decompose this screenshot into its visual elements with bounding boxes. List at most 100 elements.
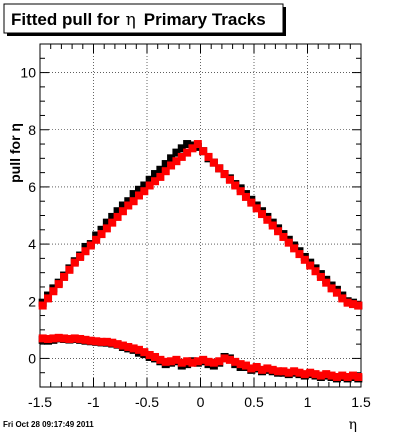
lower-red-marker xyxy=(172,355,181,364)
upper-black-marker xyxy=(129,190,138,199)
lower-red-marker xyxy=(316,371,325,380)
y-tick-label: 2 xyxy=(28,293,36,309)
chart-title: Fitted pull for η Primary Tracks xyxy=(11,10,266,30)
lower-red-marker xyxy=(220,354,229,363)
upper-black-marker xyxy=(156,165,165,174)
upper-black-marker xyxy=(81,242,90,251)
lower-red-marker xyxy=(306,368,315,377)
upper-red-marker xyxy=(134,191,143,200)
lower-red-marker xyxy=(44,334,53,343)
lower-red-marker xyxy=(290,367,299,376)
upper-red-marker xyxy=(161,167,170,176)
upper-red-marker xyxy=(167,161,176,170)
lower-red-marker xyxy=(263,364,272,373)
upper-red-marker xyxy=(225,175,234,184)
upper-black-marker xyxy=(113,207,122,216)
upper-red-marker xyxy=(193,140,202,149)
lower-red-marker xyxy=(284,368,293,377)
upper-red-marker xyxy=(300,255,309,264)
upper-red-marker xyxy=(118,207,127,216)
upper-red-marker xyxy=(215,164,224,173)
lower-red-marker xyxy=(161,357,170,366)
lower-red-marker xyxy=(258,365,267,374)
upper-black-marker xyxy=(151,170,160,179)
upper-red-marker xyxy=(327,284,336,293)
lower-red-marker xyxy=(65,334,74,343)
upper-red-marker xyxy=(338,294,347,303)
data-points xyxy=(38,140,363,383)
upper-red-marker xyxy=(231,181,240,190)
upper-black-marker xyxy=(118,201,127,210)
lower-red-marker xyxy=(204,357,213,366)
y-tick-labels: 0 2 4 6 8 10 xyxy=(20,65,36,367)
upper-red-marker xyxy=(268,221,277,230)
chart-title-symbol: η xyxy=(126,10,136,30)
upper-black-marker xyxy=(167,154,176,163)
lower-red-marker xyxy=(140,348,149,357)
lower-red-marker xyxy=(167,357,176,366)
upper-red-marker xyxy=(70,258,79,267)
y-tick-label: 8 xyxy=(28,122,36,138)
upper-red-marker xyxy=(86,241,95,250)
upper-red-marker xyxy=(343,298,352,307)
lower-red-marker xyxy=(102,337,111,346)
lower-red-marker xyxy=(354,372,363,381)
upper-red-marker xyxy=(311,267,320,276)
lower-red-marker xyxy=(134,345,143,354)
timestamp-text: Fri Oct 28 09:17:49 2011 xyxy=(3,420,94,429)
lower-red-marker xyxy=(348,371,357,380)
lower-red-marker xyxy=(252,362,261,371)
upper-red-marker xyxy=(188,144,197,153)
x-tick-label: -0.5 xyxy=(135,394,159,410)
lower-red-marker xyxy=(279,367,288,376)
lower-red-marker xyxy=(183,357,192,366)
upper-red-marker xyxy=(316,272,325,281)
upper-red-marker xyxy=(290,244,299,253)
upper-red-marker xyxy=(332,288,341,297)
x-tick-label: -1.5 xyxy=(28,394,52,410)
upper-red-marker xyxy=(60,272,69,281)
upper-red-marker xyxy=(306,261,315,270)
upper-red-marker xyxy=(54,280,63,289)
upper-black-marker xyxy=(145,175,154,184)
upper-black-marker xyxy=(140,181,149,190)
upper-black-marker xyxy=(134,185,143,194)
lower-red-marker xyxy=(231,357,240,366)
upper-red-marker xyxy=(199,147,208,156)
grid-lines xyxy=(40,44,361,387)
upper-black-marker xyxy=(172,148,181,157)
lower-red-marker xyxy=(60,334,69,343)
upper-black-marker xyxy=(183,140,192,149)
lower-red-marker xyxy=(241,361,250,370)
upper-red-marker xyxy=(204,152,213,161)
upper-red-marker xyxy=(76,252,85,261)
upper-red-marker xyxy=(209,158,218,167)
x-tick-label: 0.5 xyxy=(244,394,264,410)
upper-black-marker xyxy=(177,144,186,153)
lower-red-marker xyxy=(300,370,309,379)
lower-red-marker xyxy=(311,370,320,379)
chart-title-shadow-bottom xyxy=(7,33,286,36)
x-axis-label: η xyxy=(349,417,357,433)
upper-red-marker xyxy=(274,227,283,236)
lower-red-marker xyxy=(145,350,154,359)
upper-red-marker xyxy=(183,148,192,157)
chart-title-shadow-right xyxy=(283,7,286,36)
upper-red-marker xyxy=(140,187,149,196)
upper-black-marker xyxy=(124,197,133,206)
lower-red-marker xyxy=(118,341,127,350)
lower-red-marker xyxy=(151,352,160,361)
y-tick-label: 4 xyxy=(28,236,36,252)
upper-red-marker xyxy=(247,198,256,207)
upper-red-marker xyxy=(295,250,304,259)
upper-red-marker xyxy=(241,192,250,201)
lower-red-marker xyxy=(236,360,245,369)
x-tick-label: -1 xyxy=(87,394,100,410)
lower-red-marker xyxy=(322,370,331,379)
x-tick-labels: -1.5 -1 -0.5 0 0.5 1 1.5 xyxy=(28,394,371,410)
chart-title-box: Fitted pull for η Primary Tracks xyxy=(3,3,286,36)
lower-red-marker xyxy=(113,340,122,349)
upper-red-marker xyxy=(354,301,363,310)
upper-red-marker xyxy=(124,201,133,210)
